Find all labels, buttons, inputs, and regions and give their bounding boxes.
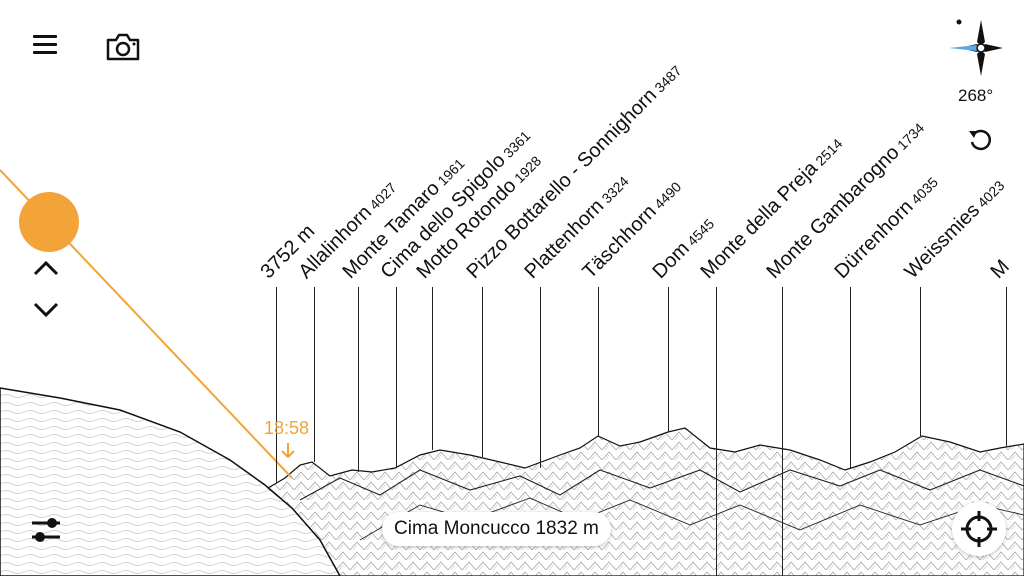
location-label[interactable]: Cima Moncucco 1832 m [382, 512, 611, 546]
peak-line [358, 287, 359, 472]
foreground-hill [0, 387, 341, 576]
menu-button[interactable] [30, 30, 60, 60]
compass-button[interactable] [944, 18, 1004, 78]
reset-rotation-icon [969, 129, 992, 151]
peak-line [716, 287, 717, 576]
crosshair-icon [961, 511, 997, 547]
settings-button[interactable] [28, 514, 64, 546]
inner-ridges [299, 469, 1024, 501]
sliders-icon [32, 518, 60, 542]
hamburger-icon [33, 35, 57, 38]
reset-rotation-button[interactable] [966, 126, 992, 152]
peak-line [668, 287, 669, 432]
chevron-up-icon [33, 260, 59, 276]
peak-line [782, 287, 783, 576]
peak-line [598, 287, 599, 436]
compass-rose-icon [949, 19, 1003, 76]
peak-line [396, 287, 397, 468]
peak-line [850, 287, 851, 468]
peak-line [482, 287, 483, 457]
peak-line [314, 287, 315, 462]
peak-line [432, 287, 433, 450]
camera-icon [106, 33, 140, 61]
sunset-time: 18:58 [264, 418, 310, 438]
sun-marker[interactable] [19, 192, 79, 252]
peak-line [1006, 287, 1007, 446]
peak-line [540, 287, 541, 468]
chevron-down-icon [33, 302, 59, 318]
raise-view-button[interactable] [32, 258, 60, 280]
sun-down-arrow-icon [281, 443, 295, 459]
peak-line [276, 287, 277, 483]
locate-button[interactable] [952, 502, 1006, 556]
mountain-range [266, 427, 1024, 576]
peak-line [920, 287, 921, 436]
camera-button[interactable] [104, 32, 142, 62]
lower-view-button[interactable] [32, 298, 60, 320]
compass-heading: 268° [958, 86, 994, 105]
